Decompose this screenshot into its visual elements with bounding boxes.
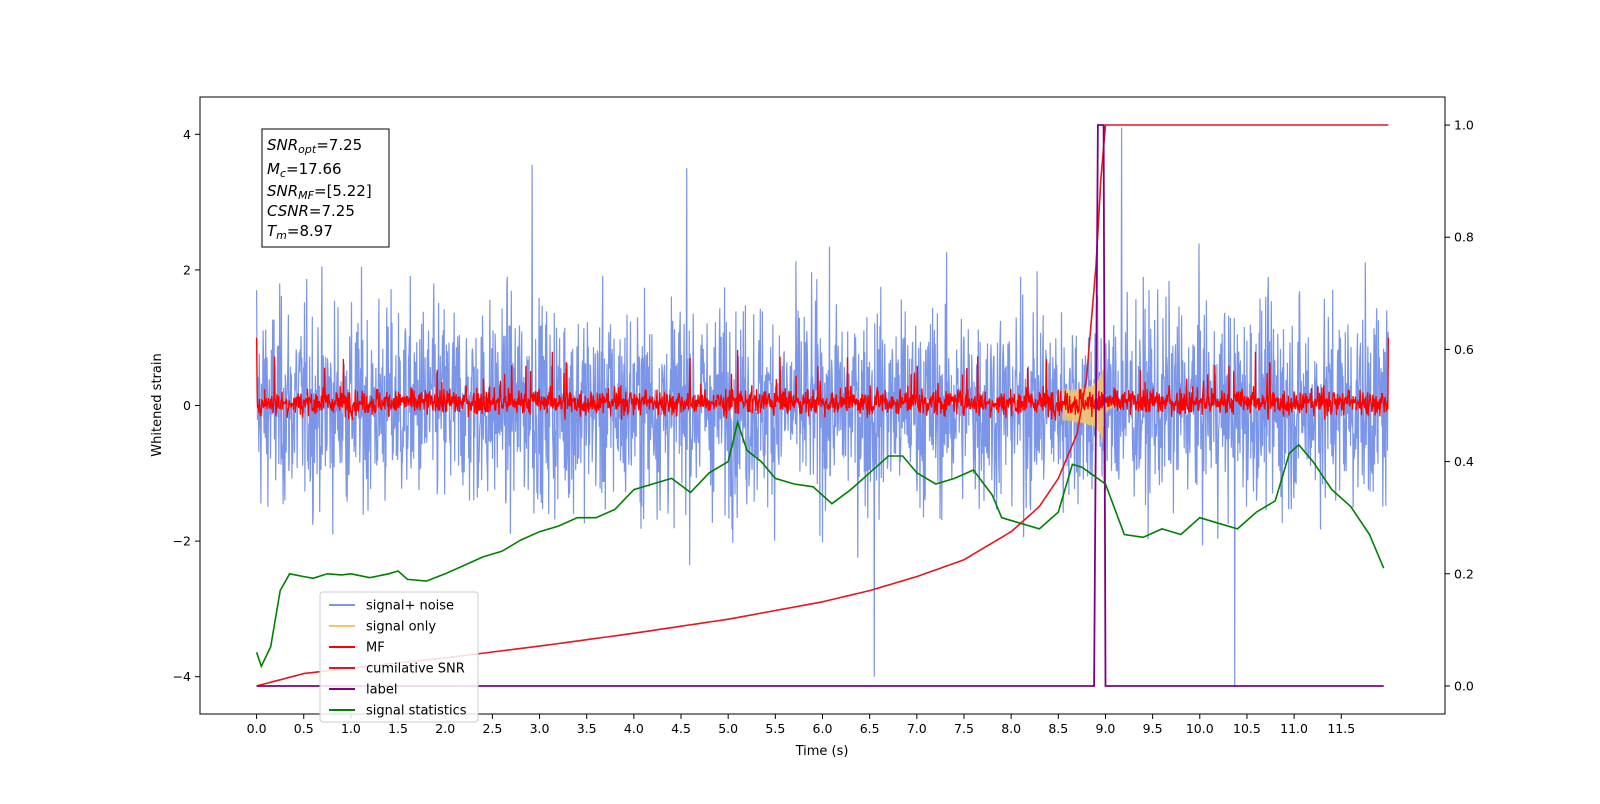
y2-tick-label: 0.2 xyxy=(1454,566,1474,581)
x-tick-label: 5.5 xyxy=(765,721,785,736)
x-tick-label: 4.5 xyxy=(671,721,691,736)
x-axis-label: Time (s) xyxy=(795,744,849,759)
y2-tick-label: 0.4 xyxy=(1454,454,1474,469)
info-snr-mf-sub: MF xyxy=(298,189,314,202)
legend-label-2: MF xyxy=(366,641,385,656)
info-csnr: CSNR=7.25 xyxy=(267,202,355,220)
mf-layer xyxy=(255,337,1390,421)
x-tick-label: 7.0 xyxy=(907,721,927,736)
legend-label-5: signal statistics xyxy=(366,704,467,719)
legend-label-0: signal+ noise xyxy=(366,599,454,614)
y-tick-label: −4 xyxy=(173,669,191,684)
x-tick-label: 3.0 xyxy=(530,721,550,736)
x-tick-label: 0.5 xyxy=(294,721,314,736)
y-tick-label: 2 xyxy=(183,262,191,277)
y2-tick-label: 0.8 xyxy=(1454,230,1474,245)
y2-tick-label: 1.0 xyxy=(1454,118,1474,133)
legend-label-3: cumilative SNR xyxy=(366,662,465,677)
signal-statistics-line xyxy=(255,419,1385,669)
legend-label-4: label xyxy=(366,683,397,698)
info-tm-sub: m xyxy=(276,229,287,242)
info-mc-symbol: M xyxy=(267,160,280,178)
y-tick-label: 0 xyxy=(183,398,191,413)
x-tick-label: 4.0 xyxy=(624,721,644,736)
info-mc-value: =17.66 xyxy=(286,160,342,178)
info-tm-value: =8.97 xyxy=(287,222,333,240)
legend-frame xyxy=(319,591,479,723)
y-tick-label: −2 xyxy=(173,534,191,549)
signal-noise-line xyxy=(256,127,1389,687)
x-tick-label: 9.0 xyxy=(1096,721,1116,736)
info-snr-opt: SNRopt=7.25 xyxy=(267,136,362,156)
y-axis-label: Whitened strain xyxy=(150,353,165,456)
x-tick-label: 8.5 xyxy=(1048,721,1068,736)
y2-tick-label: 0.6 xyxy=(1454,342,1474,357)
info-csnr-symbol: CSNR xyxy=(267,202,309,220)
x-tick-label: 1.5 xyxy=(388,721,408,736)
y-axis-ticks: 4 2 0 −2 −4 xyxy=(173,127,200,684)
x-tick-label: 9.5 xyxy=(1143,721,1163,736)
legend: signal+ noise signal only MF cumilative SNR… xyxy=(319,591,479,723)
x-tick-label: 6.5 xyxy=(860,721,880,736)
legend-label-1: signal only xyxy=(366,620,436,635)
info-snr-opt-symbol: SNR xyxy=(267,136,298,154)
info-mc: Mc=17.66 xyxy=(267,160,342,180)
x-tick-label: 2.5 xyxy=(482,721,502,736)
info-snr-opt-value: =7.25 xyxy=(316,136,362,154)
info-snr-mf-symbol: SNR xyxy=(267,182,298,200)
x-tick-label: 2.0 xyxy=(435,721,455,736)
x-tick-label: 11.5 xyxy=(1327,721,1355,736)
x-tick-label: 1.0 xyxy=(341,721,361,736)
x-tick-label: 10.5 xyxy=(1233,721,1261,736)
x-tick-label: 8.0 xyxy=(1001,721,1021,736)
x-tick-label: 3.5 xyxy=(577,721,597,736)
info-snr-mf-value: =[5.22] xyxy=(314,182,372,200)
y2-axis-ticks: 1.0 0.8 0.6 0.4 0.2 0.0 xyxy=(1445,118,1474,693)
y2-tick-label: 0.0 xyxy=(1454,678,1474,693)
mf-line xyxy=(255,337,1390,421)
info-snr-opt-sub: opt xyxy=(298,143,317,156)
y-tick-label: 4 xyxy=(183,127,191,142)
x-tick-label: 11.0 xyxy=(1280,721,1308,736)
info-mc-sub: c xyxy=(280,167,286,180)
signal-noise-layer xyxy=(256,127,1389,687)
x-tick-label: 10.0 xyxy=(1186,721,1214,736)
info-box: SNRopt=7.25 Mc=17.66 SNRMF=[5.22] CSNR=7… xyxy=(261,128,390,248)
info-tm-symbol: T xyxy=(267,222,278,240)
x-tick-label: 7.5 xyxy=(954,721,974,736)
info-tm: Tm=8.97 xyxy=(267,222,333,242)
x-tick-label: 5.0 xyxy=(718,721,738,736)
info-csnr-value: =7.25 xyxy=(309,202,355,220)
label-line xyxy=(256,124,1384,687)
info-snr-mf: SNRMF=[5.22] xyxy=(267,182,372,202)
x-tick-label: 6.0 xyxy=(813,721,833,736)
info-box-frame xyxy=(261,128,390,248)
x-axis-ticks: 0.0 0.5 1.0 1.5 2.0 2.5 3.0 3.5 4.0 4.5 5.0 5.5 6.0 6… xyxy=(247,714,1355,736)
x-tick-label: 0.0 xyxy=(247,721,267,736)
